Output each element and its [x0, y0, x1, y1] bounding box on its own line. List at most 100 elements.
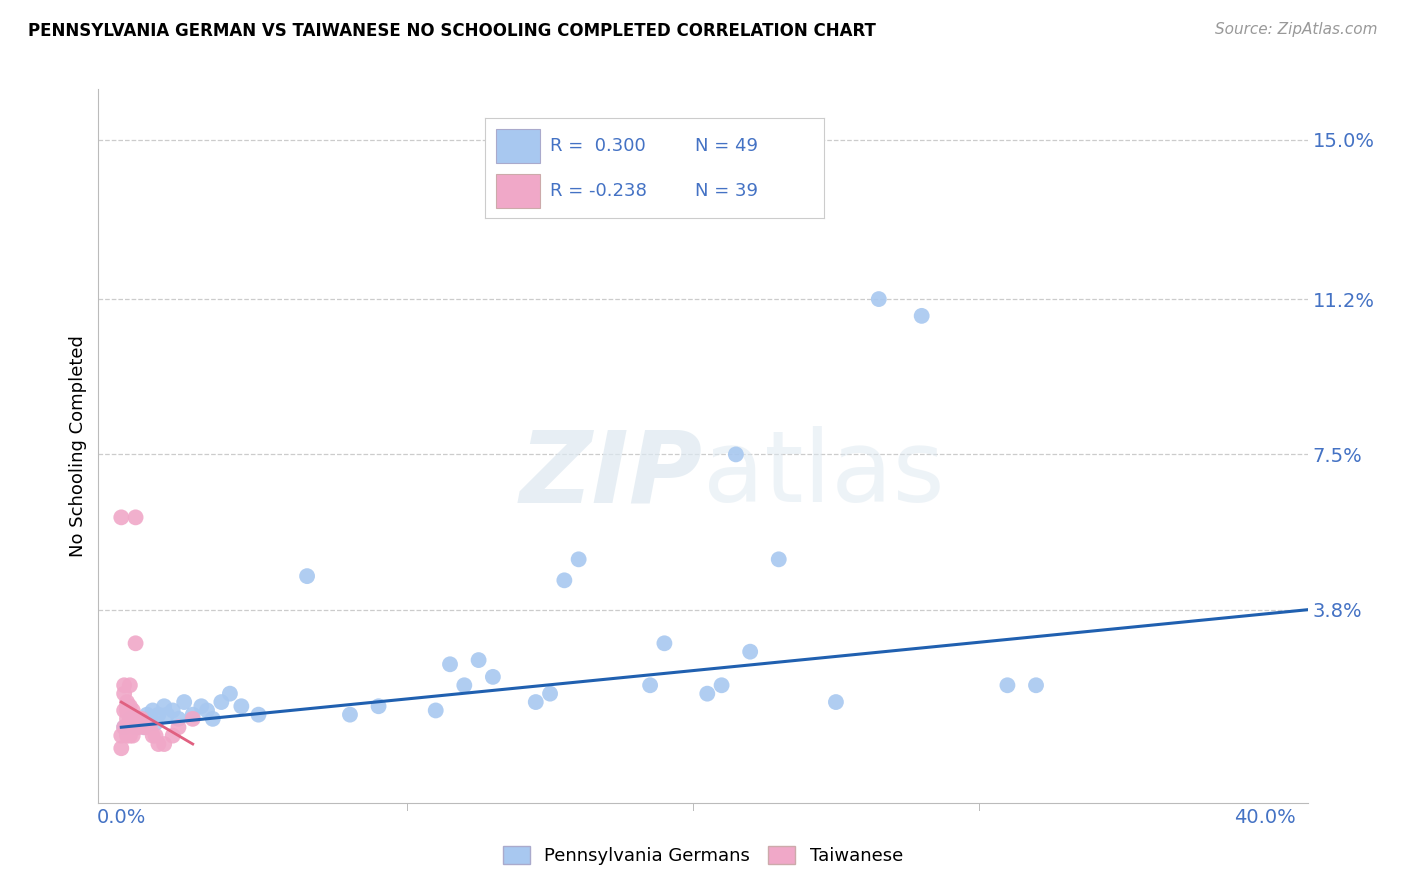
Point	[696, 687, 718, 701]
Point	[638, 678, 661, 692]
Point	[710, 678, 733, 692]
Point	[568, 552, 591, 566]
Point	[115, 720, 138, 734]
Point	[295, 569, 318, 583]
Point	[740, 645, 762, 659]
Point	[167, 712, 190, 726]
Point	[136, 720, 159, 734]
Point	[134, 720, 156, 734]
Point	[110, 510, 132, 524]
Point	[868, 292, 890, 306]
Text: ZIP: ZIP	[520, 426, 703, 523]
Legend: Pennsylvania Germans, Taiwanese: Pennsylvania Germans, Taiwanese	[496, 838, 910, 872]
Point	[911, 309, 934, 323]
Point	[654, 636, 676, 650]
FancyBboxPatch shape	[495, 174, 540, 208]
Point	[118, 699, 141, 714]
Point	[190, 699, 212, 714]
Point	[467, 653, 489, 667]
Point	[118, 729, 141, 743]
Point	[825, 695, 848, 709]
Point	[425, 703, 447, 717]
Point	[145, 729, 167, 743]
Point	[181, 712, 204, 726]
Point	[115, 712, 138, 726]
Point	[145, 716, 167, 731]
Point	[124, 720, 146, 734]
Point	[127, 712, 149, 726]
Point	[124, 720, 146, 734]
Point	[148, 737, 170, 751]
Point	[115, 703, 138, 717]
Point	[124, 510, 146, 524]
Point	[115, 695, 138, 709]
Point	[195, 703, 218, 717]
Y-axis label: No Schooling Completed: No Schooling Completed	[69, 335, 87, 557]
Point	[201, 712, 224, 726]
Point	[453, 678, 475, 692]
Point	[124, 636, 146, 650]
Point	[167, 720, 190, 734]
Point	[115, 699, 138, 714]
Point	[153, 737, 176, 751]
Point	[156, 707, 179, 722]
Point	[153, 699, 176, 714]
Text: atlas: atlas	[703, 426, 945, 523]
Text: PENNSYLVANIA GERMAN VS TAIWANESE NO SCHOOLING COMPLETED CORRELATION CHART: PENNSYLVANIA GERMAN VS TAIWANESE NO SCHO…	[28, 22, 876, 40]
Point	[118, 712, 141, 726]
Point	[139, 720, 162, 734]
Point	[118, 720, 141, 734]
Point	[247, 707, 270, 722]
Point	[231, 699, 253, 714]
Point	[181, 707, 204, 722]
Point	[121, 729, 143, 743]
Point	[134, 720, 156, 734]
Point	[142, 703, 165, 717]
Point	[118, 707, 141, 722]
Point	[339, 707, 361, 722]
Point	[209, 695, 232, 709]
Point	[553, 574, 575, 588]
Point	[127, 720, 149, 734]
Point	[997, 678, 1019, 692]
Point	[768, 552, 790, 566]
Point	[136, 707, 159, 722]
Point	[118, 712, 141, 726]
Point	[1025, 678, 1047, 692]
Point	[112, 720, 135, 734]
Point	[173, 695, 195, 709]
Point	[139, 712, 162, 726]
Point	[142, 729, 165, 743]
Point	[121, 720, 143, 734]
Point	[724, 447, 747, 461]
Point	[439, 657, 461, 672]
Text: Source: ZipAtlas.com: Source: ZipAtlas.com	[1215, 22, 1378, 37]
Point	[524, 695, 547, 709]
Point	[367, 699, 389, 714]
Point	[115, 729, 138, 743]
Text: N = 39: N = 39	[695, 182, 758, 200]
Point	[129, 712, 152, 726]
Point	[148, 707, 170, 722]
Point	[110, 741, 132, 756]
Point	[129, 712, 152, 726]
Point	[112, 720, 135, 734]
Point	[118, 678, 141, 692]
Point	[112, 703, 135, 717]
Text: R =  0.300: R = 0.300	[550, 136, 645, 154]
Point	[112, 678, 135, 692]
Text: N = 49: N = 49	[695, 136, 758, 154]
Point	[482, 670, 505, 684]
Point	[112, 687, 135, 701]
FancyBboxPatch shape	[495, 128, 540, 162]
Point	[162, 703, 184, 717]
Point	[121, 716, 143, 731]
Point	[162, 729, 184, 743]
Text: R = -0.238: R = -0.238	[550, 182, 647, 200]
Point	[127, 712, 149, 726]
Point	[121, 712, 143, 726]
Point	[121, 703, 143, 717]
Point	[219, 687, 242, 701]
Point	[538, 687, 561, 701]
Point	[110, 729, 132, 743]
